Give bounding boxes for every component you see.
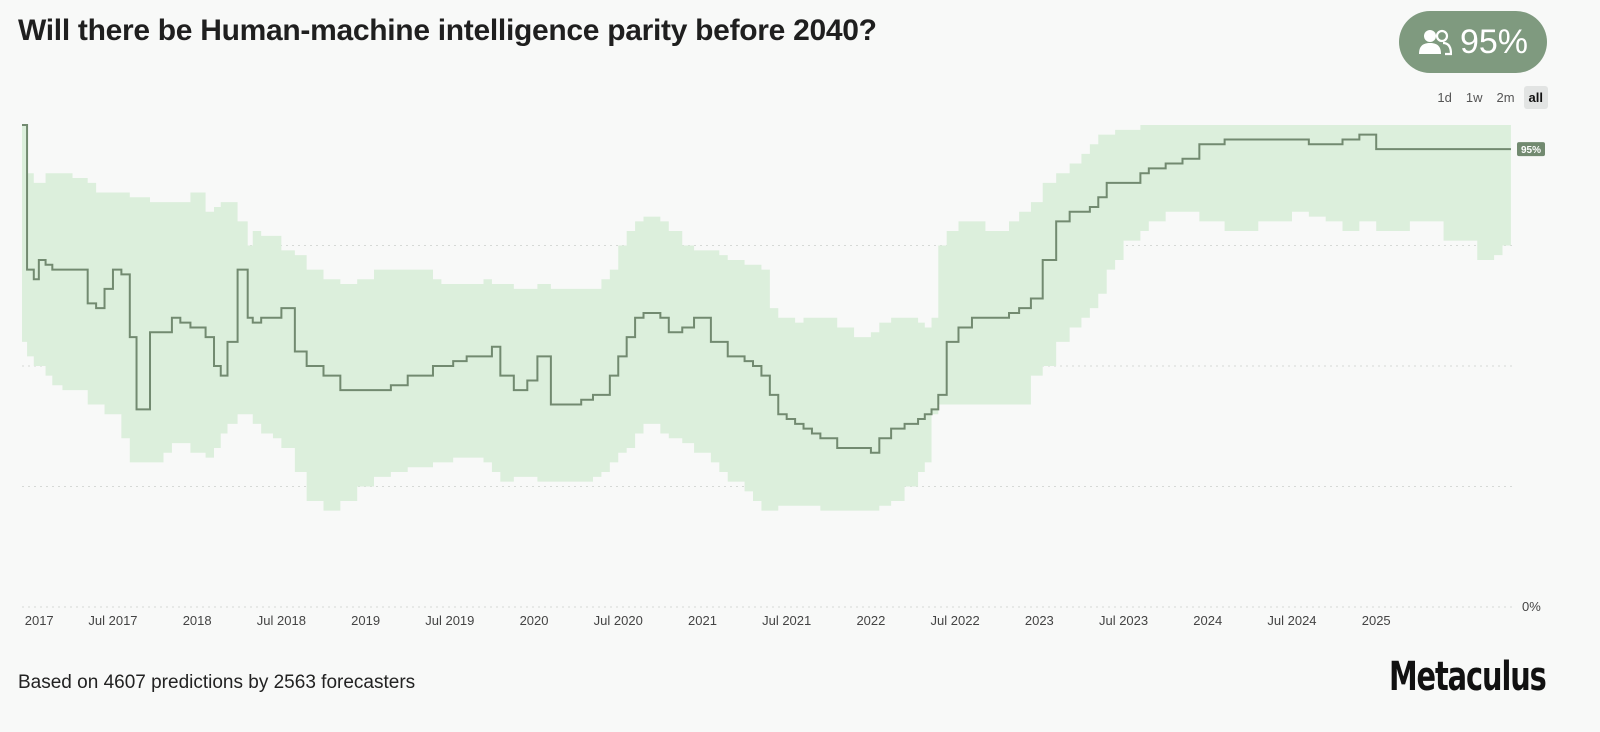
current-value-tag [1517, 142, 1545, 157]
x-tick-label: 2024 [1193, 613, 1222, 628]
current-value-label: 95% [1521, 145, 1541, 156]
x-tick-label: 2020 [520, 613, 549, 628]
prediction-chart[interactable]: 2017 Jul 2017 2018 Jul 2018 2019 Jul 2019 2020… [0, 110, 1600, 640]
x-tick-label: Jul 2021 [762, 613, 811, 628]
people-icon [1418, 29, 1452, 56]
x-axis-ticks: 2017 Jul 2017 2018 Jul 2018 2019 Jul 2019 2020… [25, 613, 1391, 628]
badge-value: 95% [1459, 22, 1529, 61]
predictions-summary: Based on 4607 predictions by 2563 foreca… [18, 672, 416, 693]
community-prediction-line [22, 124, 1511, 454]
x-tick-label: Jul 2024 [1267, 613, 1316, 628]
current-value-marker: 95% [1517, 142, 1545, 157]
x-tick-label: 2019 [351, 613, 380, 628]
x-tick-label: Jul 2022 [931, 613, 980, 628]
x-tick-label: Jul 2023 [1099, 613, 1148, 628]
x-tick-label: 2017 [25, 613, 54, 628]
time-range-tabs: 1d 1w 2m all [1432, 86, 1548, 109]
x-tick-label: Jul 2018 [257, 613, 306, 628]
x-tick-label: 2022 [856, 613, 885, 628]
confidence-band [22, 125, 1511, 511]
x-tick-label: Jul 2019 [425, 613, 474, 628]
community-prediction-badge: 95% [1399, 11, 1547, 73]
metaculus-logo: Metaculus [1389, 654, 1547, 700]
range-tab-1w[interactable]: 1w [1465, 90, 1483, 105]
x-tick-label: 2018 [183, 613, 212, 628]
x-tick-label: 2021 [688, 613, 717, 628]
x-tick-label: Jul 2020 [594, 613, 643, 628]
y-tick-label: 0% [1522, 599, 1541, 614]
range-tab-2m[interactable]: 2m [1496, 90, 1515, 105]
x-tick-label: Jul 2017 [88, 613, 137, 628]
x-tick-label: 2025 [1362, 613, 1391, 628]
x-tick-label: 2023 [1025, 613, 1054, 628]
page-title: Will there be Human-machine intelligence… [18, 14, 877, 47]
range-tab-1d[interactable]: 1d [1437, 90, 1452, 105]
y-axis-ticks: 0% [1522, 599, 1541, 614]
range-tab-all[interactable]: all [1523, 86, 1548, 109]
